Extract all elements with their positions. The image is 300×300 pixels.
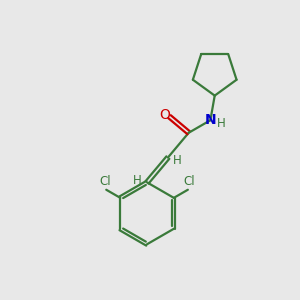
Text: O: O [159,108,170,122]
Text: Cl: Cl [99,175,111,188]
Text: N: N [205,113,217,127]
Text: H: H [173,154,182,167]
Text: Cl: Cl [184,175,195,188]
Text: H: H [217,117,226,130]
Text: H: H [133,174,142,188]
